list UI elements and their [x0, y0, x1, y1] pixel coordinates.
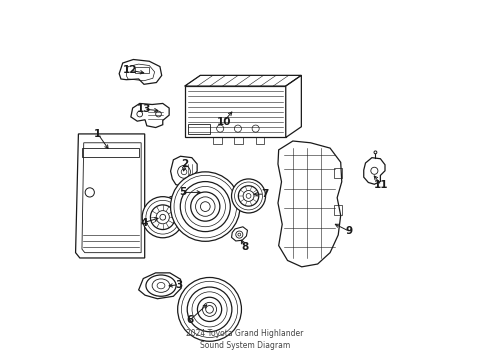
Circle shape [200, 202, 210, 211]
Circle shape [142, 197, 183, 238]
Polygon shape [139, 273, 181, 299]
Polygon shape [75, 134, 145, 258]
Circle shape [178, 278, 242, 341]
Text: 6: 6 [186, 315, 194, 325]
Circle shape [160, 214, 166, 220]
Polygon shape [286, 75, 301, 138]
Polygon shape [185, 75, 301, 86]
Text: 5: 5 [179, 188, 187, 197]
Circle shape [206, 306, 213, 313]
Ellipse shape [146, 275, 176, 296]
Text: 9: 9 [346, 226, 353, 237]
Polygon shape [278, 141, 342, 267]
Text: 2024 Toyota Grand Highlander
Sound System Diagram: 2024 Toyota Grand Highlander Sound Syste… [186, 329, 304, 350]
Polygon shape [364, 158, 385, 184]
Text: 7: 7 [261, 189, 268, 199]
Text: 3: 3 [176, 280, 183, 289]
Polygon shape [171, 156, 197, 187]
Text: 12: 12 [122, 65, 137, 75]
Text: 4: 4 [140, 217, 147, 228]
Text: 11: 11 [374, 180, 389, 190]
Text: 8: 8 [242, 242, 248, 252]
Polygon shape [232, 227, 247, 241]
Ellipse shape [157, 283, 165, 289]
Circle shape [171, 172, 240, 241]
Circle shape [232, 179, 266, 213]
Text: 13: 13 [137, 104, 151, 114]
Text: 10: 10 [217, 117, 231, 126]
Text: 2: 2 [181, 159, 188, 169]
Circle shape [374, 151, 377, 154]
Text: 1: 1 [94, 129, 101, 139]
Polygon shape [119, 59, 162, 84]
Circle shape [238, 233, 241, 236]
Circle shape [246, 194, 251, 198]
Polygon shape [185, 86, 286, 138]
Polygon shape [131, 103, 169, 127]
